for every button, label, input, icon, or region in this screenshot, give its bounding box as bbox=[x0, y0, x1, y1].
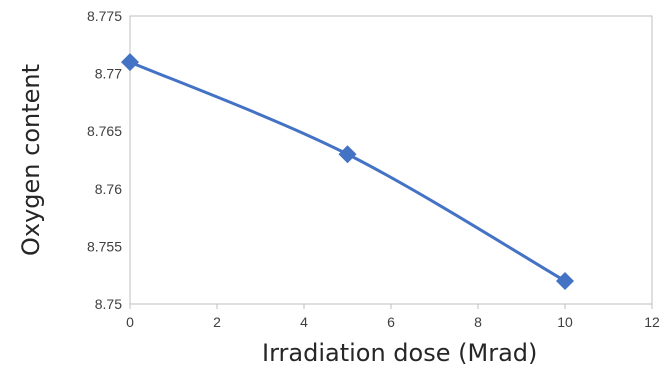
y-tick-label: 8.775 bbox=[87, 8, 122, 24]
data-point-marker bbox=[121, 53, 139, 72]
data-point-marker bbox=[338, 145, 357, 164]
series-markers bbox=[121, 53, 574, 290]
x-tick-label: 0 bbox=[126, 314, 134, 330]
y-tick-label: 8.765 bbox=[87, 123, 122, 139]
plot-area-frame bbox=[129, 15, 653, 305]
x-axis-ticks: 0 2 4 6 8 10 12 bbox=[126, 304, 660, 330]
x-tick-label: 12 bbox=[644, 314, 660, 330]
x-tick-label: 8 bbox=[474, 314, 482, 330]
x-tick-label: 10 bbox=[557, 314, 573, 330]
y-tick-label: 8.755 bbox=[87, 238, 122, 254]
x-tick-label: 2 bbox=[213, 314, 221, 330]
y-tick-label: 8.76 bbox=[95, 181, 122, 197]
y-tick-label: 8.75 bbox=[95, 296, 122, 312]
y-axis-ticks: 8.75 8.755 8.76 8.765 8.77 8.775 bbox=[87, 8, 122, 312]
x-tick-label: 6 bbox=[387, 314, 395, 330]
x-axis-title: Irradiation dose (Mrad) bbox=[262, 339, 537, 367]
y-axis-title: Oxygen content bbox=[17, 64, 45, 256]
data-point-marker bbox=[556, 271, 574, 290]
x-tick-label: 4 bbox=[300, 314, 308, 330]
y-tick-label: 8.77 bbox=[95, 66, 122, 82]
series-line bbox=[128, 60, 567, 283]
